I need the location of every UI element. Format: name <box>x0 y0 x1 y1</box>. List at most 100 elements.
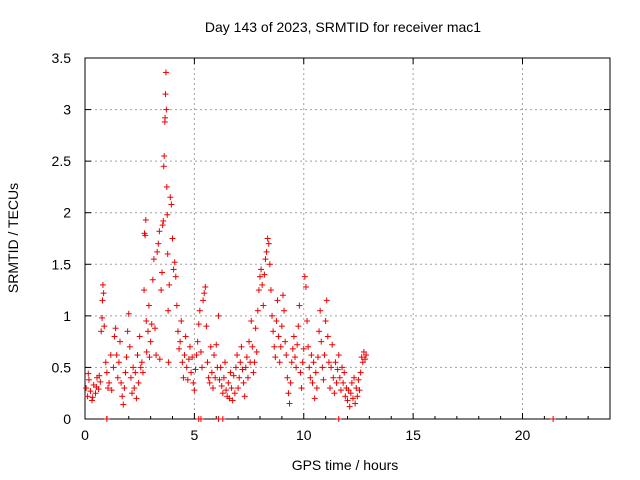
data-point <box>193 352 200 359</box>
data-point <box>142 216 149 223</box>
data-point <box>159 222 166 229</box>
data-point <box>155 240 162 247</box>
data-point <box>288 359 295 366</box>
data-point <box>83 385 90 392</box>
data-point <box>351 374 358 381</box>
data-point <box>237 359 244 366</box>
data-point <box>254 307 261 314</box>
data-point <box>153 352 160 359</box>
data-point <box>327 385 333 392</box>
data-point <box>201 290 208 297</box>
data-point <box>212 374 219 381</box>
data-point <box>168 201 175 208</box>
data-point <box>142 232 149 239</box>
data-point <box>133 395 140 402</box>
data-point <box>239 366 246 373</box>
data-points <box>83 69 557 422</box>
data-point <box>321 352 328 359</box>
data-point <box>251 359 258 366</box>
data-point <box>299 359 306 366</box>
data-point <box>220 374 227 381</box>
data-point <box>263 248 270 255</box>
data-point <box>145 328 151 335</box>
data-point <box>156 356 163 363</box>
data-point <box>335 352 342 359</box>
data-point <box>154 248 161 255</box>
data-point <box>85 376 92 383</box>
data-point <box>319 364 326 371</box>
x-tick-label: 0 <box>81 427 89 443</box>
data-point <box>348 379 355 386</box>
data-point <box>353 385 360 392</box>
data-point <box>262 256 269 263</box>
data-point <box>282 338 289 345</box>
data-point <box>236 374 243 381</box>
data-point <box>259 281 266 288</box>
data-point <box>260 302 267 309</box>
data-point <box>287 379 294 386</box>
data-point <box>194 338 201 345</box>
data-point <box>215 312 222 319</box>
data-point <box>269 312 276 319</box>
data-point <box>293 364 300 371</box>
data-point <box>160 217 167 224</box>
data-point <box>225 379 232 386</box>
data-point <box>143 348 150 355</box>
data-point <box>257 273 263 280</box>
data-point <box>228 385 235 392</box>
data-point <box>216 376 223 383</box>
data-point <box>119 393 126 400</box>
data-point <box>335 416 342 422</box>
data-point <box>234 352 241 359</box>
data-point <box>195 321 202 328</box>
data-point <box>264 235 271 242</box>
data-point <box>102 359 109 366</box>
data-point <box>286 400 293 407</box>
data-point <box>258 266 265 273</box>
data-point <box>352 400 359 407</box>
data-point <box>332 359 339 366</box>
data-point <box>213 341 220 348</box>
data-point <box>355 376 362 383</box>
x-tick-label: 20 <box>515 427 531 443</box>
data-point <box>99 297 106 304</box>
data-point <box>217 364 224 371</box>
data-point <box>162 91 169 98</box>
data-point <box>329 341 336 348</box>
axis-ticks: 0 5 10 15 20 0 0.5 1 1.5 2 2.5 3 3.5 <box>52 50 611 443</box>
data-point <box>120 401 127 408</box>
data-point <box>294 341 301 348</box>
data-point <box>179 359 186 366</box>
data-point <box>267 287 274 294</box>
data-point <box>177 338 184 345</box>
data-point <box>206 379 213 386</box>
data-point <box>122 369 129 376</box>
x-tick-label: 10 <box>296 427 312 443</box>
data-point <box>178 318 185 325</box>
data-point <box>331 390 338 397</box>
data-point <box>342 393 349 400</box>
data-point <box>169 235 176 242</box>
y-tick-label: 1 <box>63 308 71 324</box>
data-point <box>240 379 247 386</box>
data-point <box>328 364 335 371</box>
data-point <box>173 302 180 309</box>
data-point <box>271 343 278 350</box>
data-point <box>202 283 209 290</box>
data-point <box>126 343 133 350</box>
data-point <box>232 364 239 371</box>
data-point <box>99 281 106 288</box>
data-point <box>203 323 210 330</box>
data-point <box>180 374 187 381</box>
data-point <box>284 374 291 381</box>
data-point <box>261 271 268 278</box>
data-point <box>346 403 353 410</box>
data-point <box>97 378 104 385</box>
data-point <box>207 343 214 350</box>
data-point <box>156 228 163 235</box>
data-point <box>227 369 234 376</box>
data-point <box>344 397 351 404</box>
data-point <box>229 397 236 404</box>
